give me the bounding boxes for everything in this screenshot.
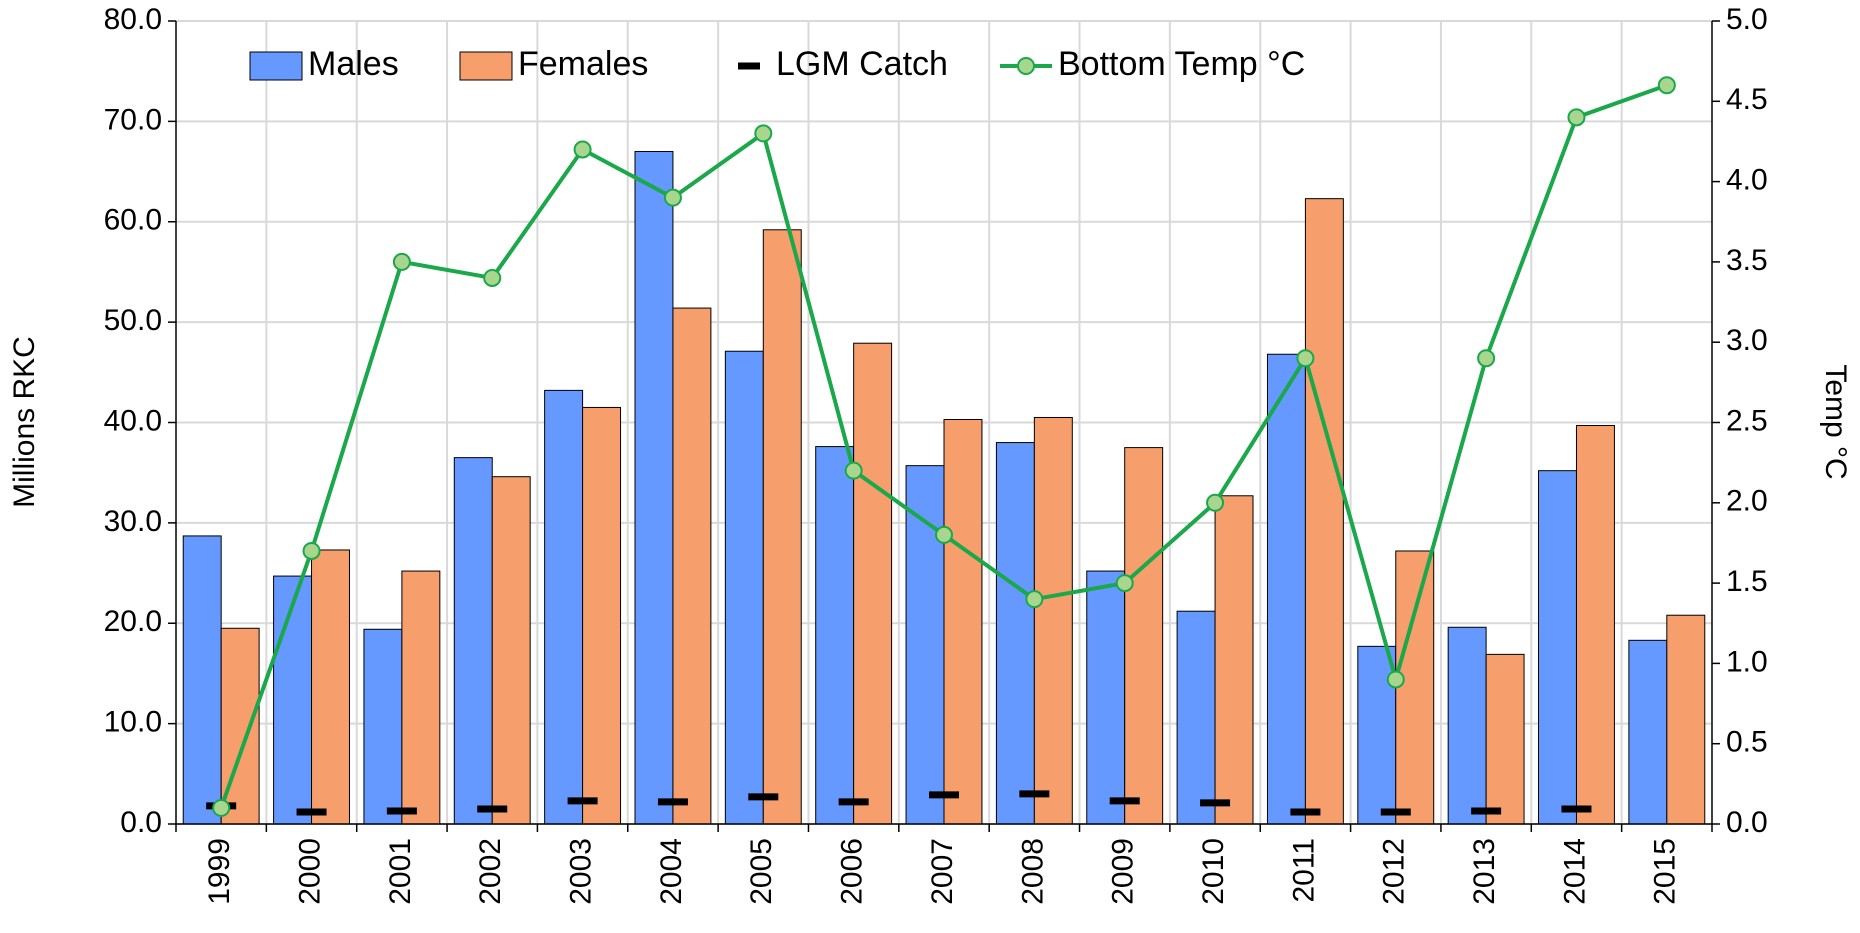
bar [311, 549, 350, 825]
bar [182, 535, 222, 825]
bar [1176, 610, 1216, 825]
bar [995, 442, 1035, 825]
y2-tick-label: 2.5 [1726, 404, 1768, 437]
x-tick-label: 2014 [1558, 838, 1591, 905]
bar [1124, 447, 1164, 825]
temp-marker [392, 252, 411, 271]
bar [363, 628, 403, 825]
temp-marker [1206, 493, 1225, 512]
bar [491, 476, 531, 825]
bar [273, 575, 313, 825]
bar [1666, 614, 1706, 825]
temp-marker [302, 541, 321, 560]
legend-label: Females [518, 45, 648, 83]
y2-tick-label: 3.5 [1726, 244, 1768, 277]
legend-swatch [459, 51, 513, 81]
legend-label: Males [308, 45, 399, 83]
temp-marker [935, 525, 953, 544]
x-tick-label: 2015 [1649, 838, 1682, 905]
y-axis-label: Millions RKC [8, 336, 41, 508]
temp-marker [1386, 670, 1405, 689]
y-tick-label: 20.0 [104, 605, 162, 638]
legend-label: LGM Catch [776, 45, 948, 83]
bar [1033, 416, 1073, 825]
bar [544, 389, 584, 825]
bar [1266, 353, 1306, 825]
x-tick-label: 2013 [1468, 838, 1501, 905]
bar [1395, 550, 1435, 825]
y2-tick-label: 4.5 [1726, 83, 1768, 116]
bar [401, 570, 441, 825]
bar [762, 229, 802, 825]
y2-axis-label: Temp °C [1819, 364, 1852, 479]
bar [1086, 570, 1126, 825]
bar [724, 350, 764, 825]
bar [672, 307, 712, 825]
bar [634, 150, 674, 825]
x-tick-label: 2003 [565, 838, 598, 905]
legend-label: Bottom Temp °C [1058, 45, 1305, 83]
y2-tick-label: 0.5 [1726, 726, 1768, 759]
bar [815, 446, 855, 825]
bar [905, 465, 945, 825]
x-tick-label: 2002 [474, 838, 507, 905]
y-tick-label: 10.0 [104, 706, 162, 739]
temp-marker [1296, 349, 1315, 368]
bar [453, 457, 493, 825]
x-tick-label: 2007 [926, 838, 959, 905]
x-tick-label: 2004 [655, 838, 688, 905]
x-tick-label: 2010 [1197, 838, 1230, 905]
temp-marker [1657, 76, 1676, 95]
y-tick-label: 50.0 [104, 304, 162, 337]
temp-marker [1477, 349, 1496, 368]
bar [1304, 198, 1344, 825]
bar [1628, 639, 1668, 825]
x-tick-label: 2001 [384, 838, 417, 905]
y2-tick-label: 3.0 [1726, 324, 1768, 357]
x-tick-label: 2006 [836, 838, 869, 905]
temp-marker [212, 798, 231, 817]
legend-swatch [249, 51, 303, 81]
legend-swatch [1017, 57, 1035, 75]
bar [1538, 470, 1577, 825]
temp-marker [1115, 574, 1134, 593]
x-tick-label: 2000 [293, 838, 326, 905]
temp-marker [844, 461, 863, 480]
y2-tick-label: 1.0 [1726, 645, 1768, 678]
y2-tick-label: 5.0 [1726, 3, 1768, 36]
y2-tick-label: 1.5 [1726, 565, 1768, 598]
x-tick-label: 2011 [1287, 838, 1320, 903]
x-tick-label: 2012 [1378, 838, 1411, 905]
y-tick-label: 80.0 [104, 3, 162, 36]
y-tick-label: 0.0 [120, 806, 162, 839]
y-tick-label: 70.0 [104, 103, 162, 136]
y-tick-label: 60.0 [104, 204, 162, 237]
bar [943, 418, 983, 825]
bar [582, 406, 622, 825]
bar [1485, 653, 1525, 825]
temp-marker [754, 124, 773, 143]
y2-tick-label: 4.0 [1726, 164, 1768, 197]
x-tick-label: 1999 [203, 838, 236, 905]
bar [1214, 495, 1254, 825]
y-tick-label: 30.0 [104, 505, 162, 538]
temp-marker [663, 188, 682, 207]
bar [1575, 425, 1615, 825]
x-tick-label: 2009 [1107, 838, 1140, 905]
temp-marker [483, 268, 502, 287]
bar [853, 342, 893, 825]
x-tick-label: 2005 [745, 838, 778, 905]
y-tick-label: 40.0 [104, 404, 162, 437]
y2-tick-label: 0.0 [1726, 806, 1768, 839]
x-tick-label: 2008 [1016, 838, 1049, 905]
bar [1447, 626, 1487, 825]
temp-marker [1567, 108, 1586, 127]
y2-tick-label: 2.0 [1726, 485, 1768, 518]
temp-marker [573, 140, 592, 159]
temp-marker [1025, 590, 1044, 609]
